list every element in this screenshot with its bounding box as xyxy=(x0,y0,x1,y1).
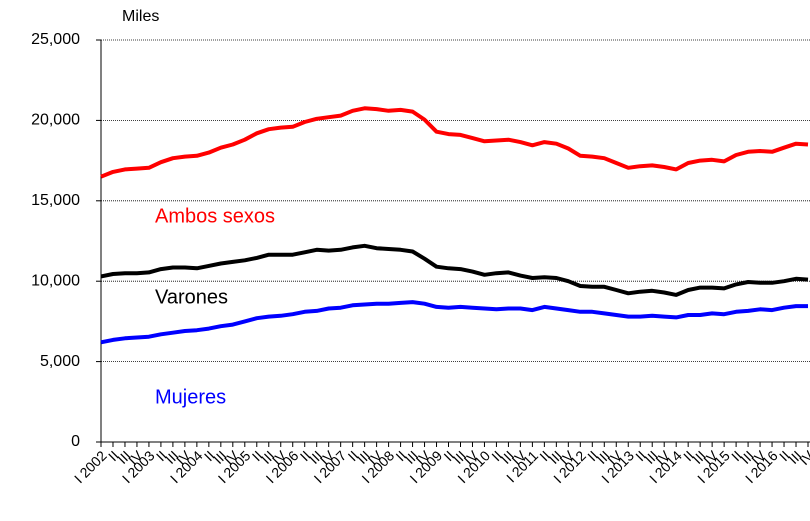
y-tick-label: 25,000 xyxy=(31,31,80,48)
y-tick-label: 5,000 xyxy=(40,353,80,370)
series-label: Ambos sexos xyxy=(155,205,275,227)
series-label: Varones xyxy=(155,286,228,308)
y-tick-label: 0 xyxy=(71,433,80,450)
series-line xyxy=(100,243,809,297)
y-tick-label: 10,000 xyxy=(31,272,80,289)
series-label: Mujeres xyxy=(155,386,226,408)
series-line xyxy=(100,106,809,179)
y-tick-label: 15,000 xyxy=(31,192,80,209)
y-tick-label: 20,000 xyxy=(31,112,80,129)
y-axis-label: Miles xyxy=(122,8,159,25)
series-line xyxy=(100,300,808,345)
